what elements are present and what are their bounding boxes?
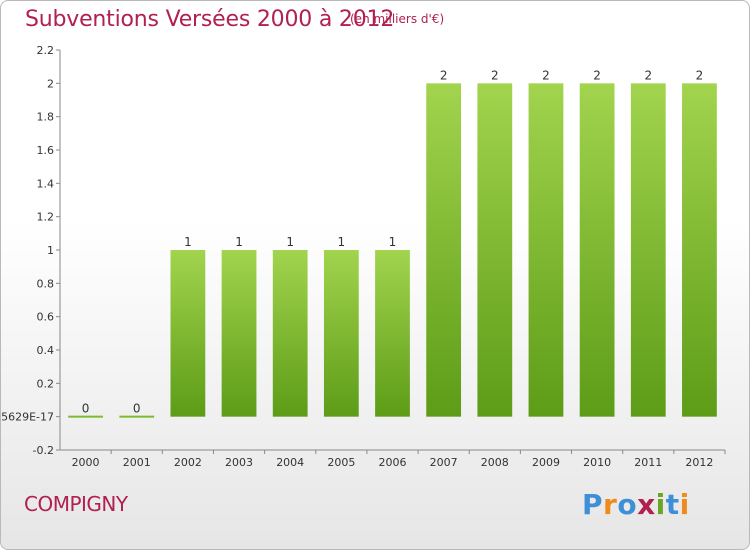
bar <box>272 250 308 417</box>
bar <box>579 83 615 417</box>
data-label: 1 <box>235 235 243 249</box>
y-tick-label: 1.6 <box>37 144 55 157</box>
bar <box>682 83 717 417</box>
data-label: 2 <box>542 68 550 82</box>
y-tick-label: -1.15629E-17 <box>0 411 54 424</box>
bar <box>426 83 462 417</box>
data-label: 2 <box>696 68 704 82</box>
data-label: 1 <box>286 235 294 249</box>
y-tick-label: 0.8 <box>37 277 55 290</box>
logo-letter: r <box>603 488 618 521</box>
x-tick-label: 2001 <box>123 456 151 469</box>
y-tick-label: 1.2 <box>37 211 55 224</box>
x-tick-label: 2010 <box>583 456 611 469</box>
data-label: 0 <box>133 402 141 416</box>
y-tick-label: 0.2 <box>37 377 55 390</box>
data-label: 2 <box>593 68 601 82</box>
y-tick-label: 1 <box>47 244 54 257</box>
bar <box>630 83 666 417</box>
x-tick-label: 2005 <box>327 456 355 469</box>
chart-labels: 0 0 1 1 1 1 1 2 2 2 2 2 2 <box>82 68 703 415</box>
chart-axes: -0.2 -1.15629E-17 0.2 0.4 0.6 0.8 1 1.2 1.4 1.6 1.… <box>0 44 726 469</box>
y-tick-label: 0.6 <box>37 311 55 324</box>
x-tick-label: 2004 <box>276 456 304 469</box>
bar <box>528 83 564 417</box>
logo-letter: i <box>655 488 666 521</box>
bar <box>221 250 257 417</box>
x-tick-label: 2006 <box>379 456 407 469</box>
commune-name: COMPIGNY <box>24 492 128 516</box>
x-tick-label: 2000 <box>72 456 100 469</box>
x-tick-label: 2008 <box>481 456 509 469</box>
data-label: 2 <box>644 68 652 82</box>
logo-letter: i <box>679 488 690 521</box>
chart-title: Subventions Versées 2000 à 2012 <box>25 7 395 32</box>
x-tick-label: 2003 <box>225 456 253 469</box>
data-label: 2 <box>491 68 499 82</box>
chart-bars <box>68 83 717 418</box>
data-label: 1 <box>184 235 192 249</box>
x-tick-label: 2009 <box>532 456 560 469</box>
bar <box>119 415 155 418</box>
y-tick-label: 2.2 <box>37 44 55 57</box>
data-label: 2 <box>440 68 448 82</box>
bar <box>323 250 359 417</box>
bar <box>170 250 206 417</box>
x-tick-label: 2011 <box>634 456 662 469</box>
logo-letter: x <box>637 488 656 521</box>
logo-letter: t <box>665 488 680 521</box>
logo-letter: P <box>582 488 604 521</box>
chart-subtitle: (en milliers d'€) <box>350 12 445 26</box>
proxiti-logo: Proxiti <box>582 488 690 521</box>
y-tick-label: 0.4 <box>37 344 55 357</box>
bar <box>375 250 410 417</box>
y-tick-label: 1.4 <box>37 177 55 190</box>
x-tick-label: 2012 <box>685 456 713 469</box>
data-label: 1 <box>389 235 397 249</box>
x-tick-label: 2002 <box>174 456 202 469</box>
y-tick-label: 2 <box>47 77 54 90</box>
bar <box>68 415 103 418</box>
y-tick-label: -0.2 <box>33 444 54 457</box>
bar <box>477 83 513 417</box>
logo-letter: o <box>617 488 638 521</box>
data-label: 1 <box>338 235 346 249</box>
data-label: 0 <box>82 402 90 416</box>
x-tick-label: 2007 <box>430 456 458 469</box>
y-tick-label: 1.8 <box>37 111 55 124</box>
